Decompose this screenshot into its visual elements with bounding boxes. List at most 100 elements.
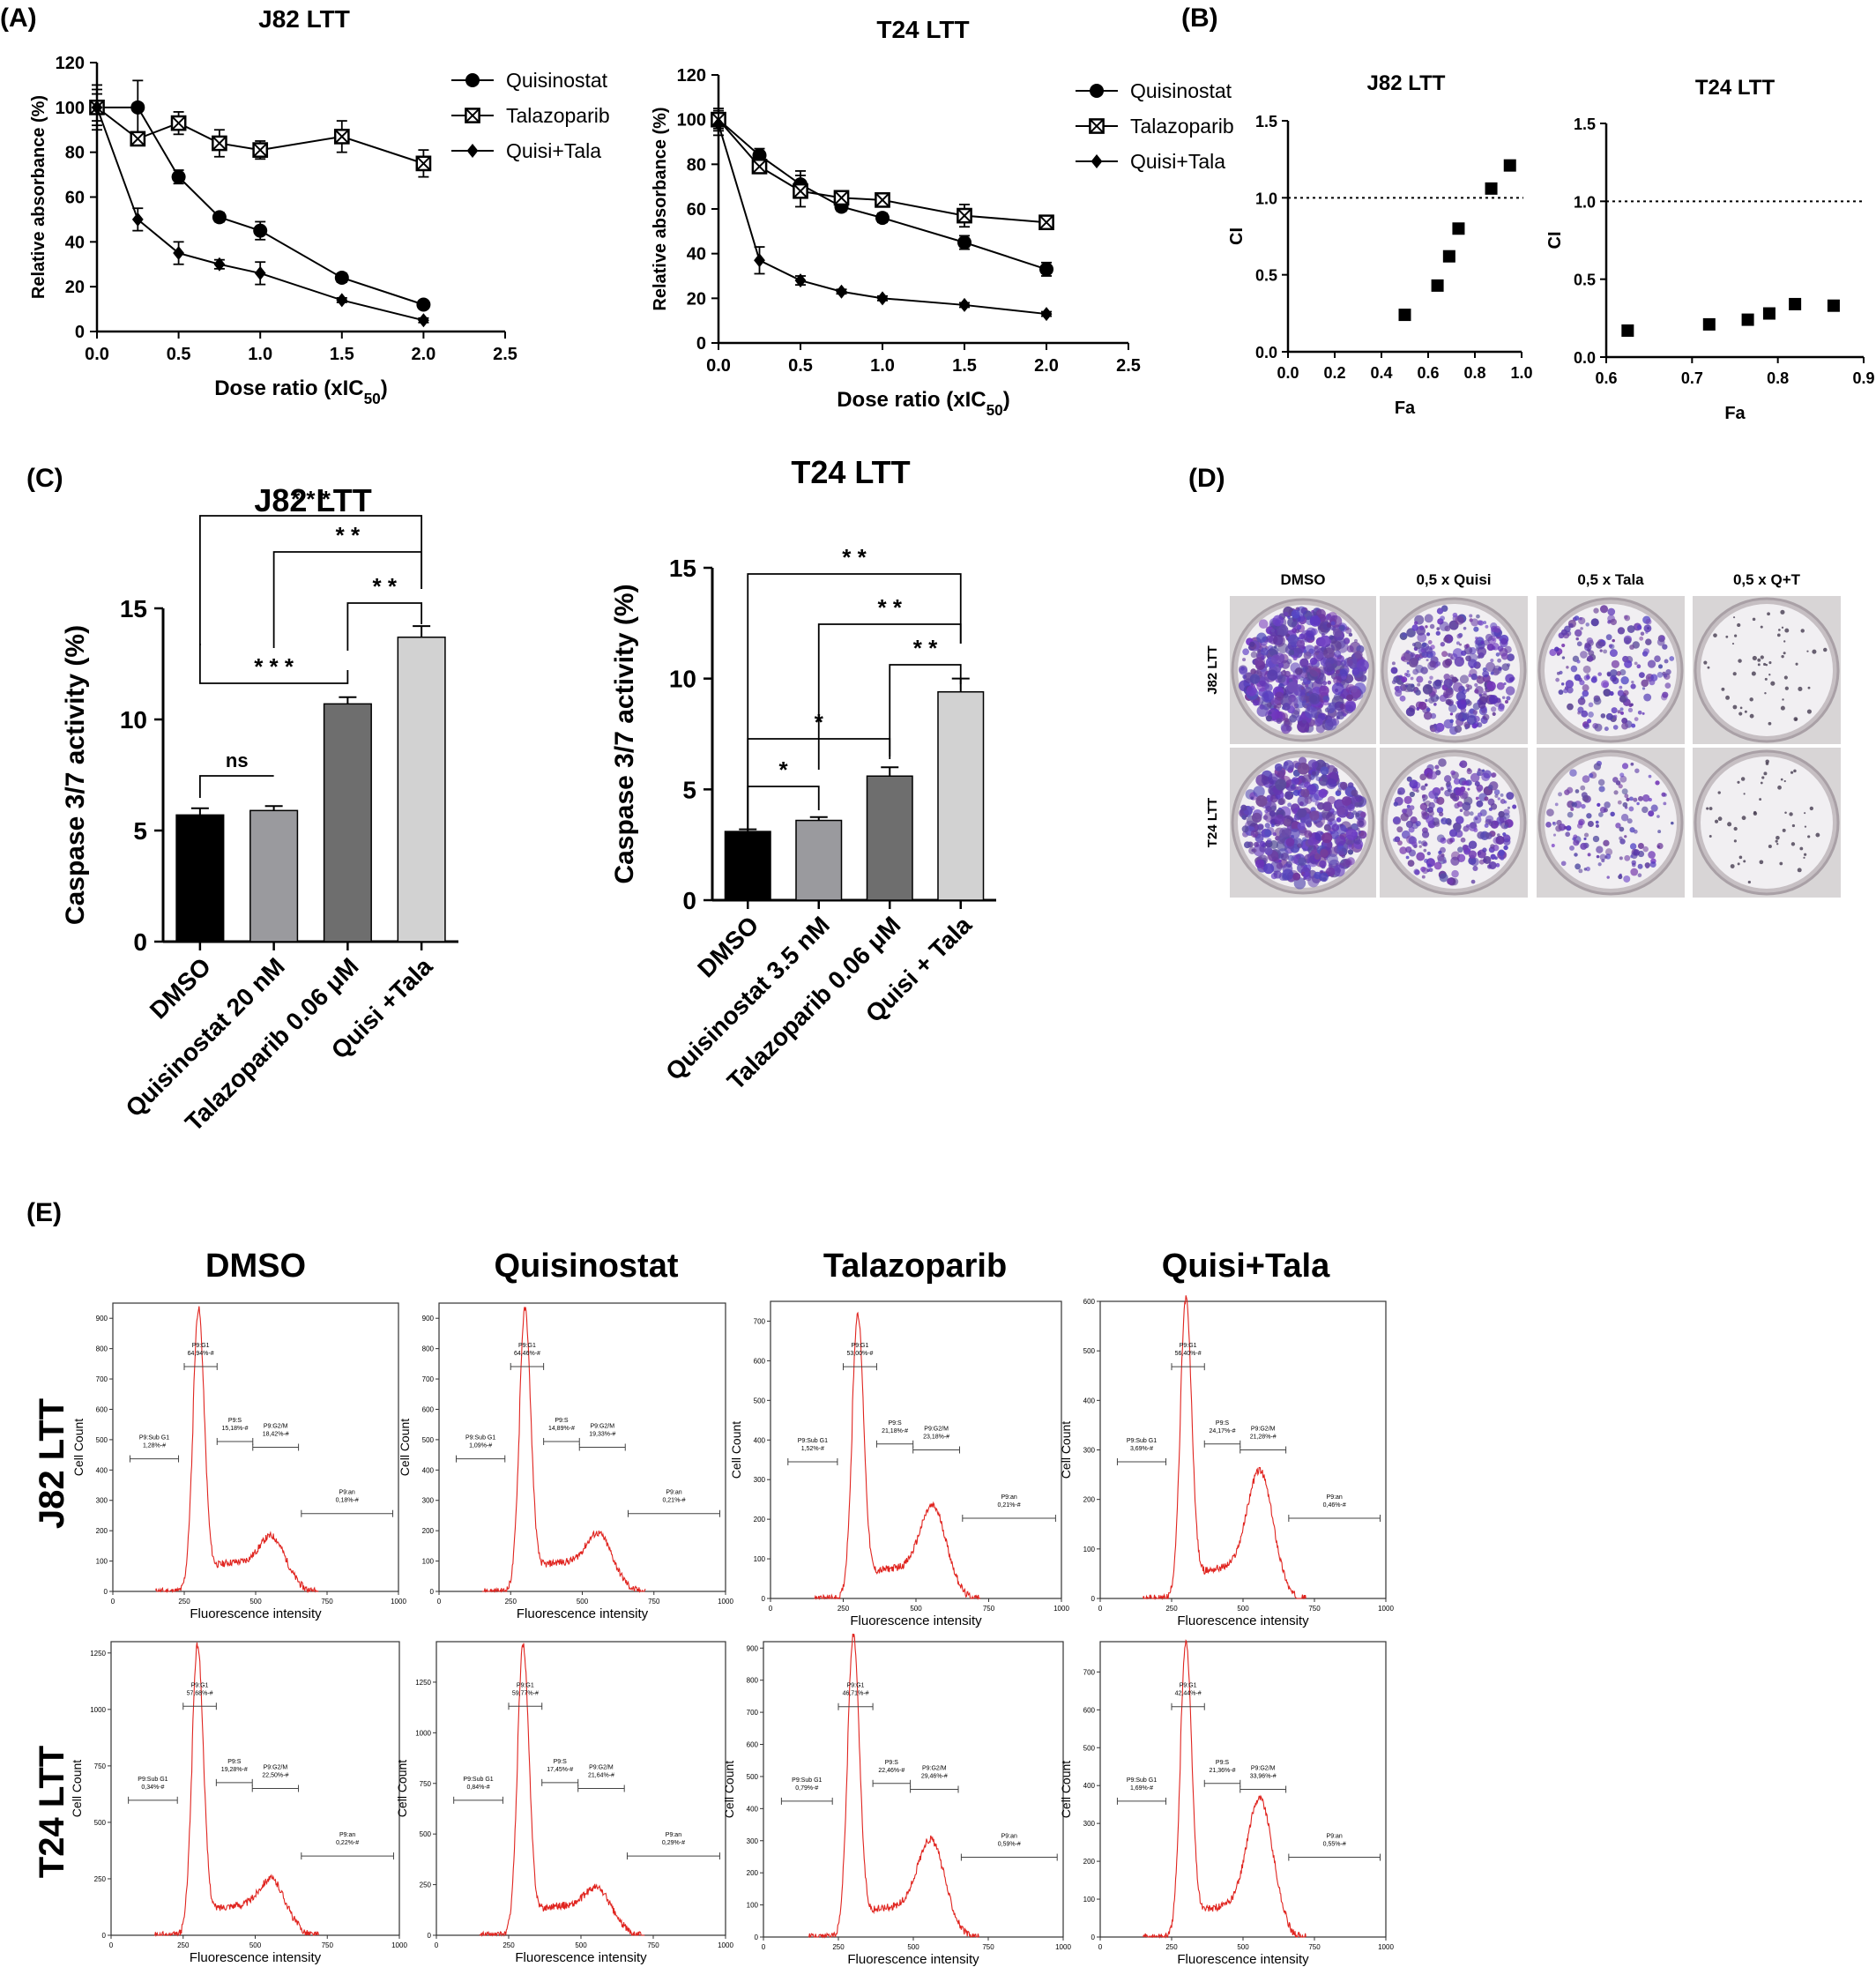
colony — [1472, 865, 1478, 872]
colony — [1319, 860, 1327, 868]
colony — [1288, 697, 1299, 706]
colony — [1393, 816, 1401, 824]
colony — [1619, 695, 1627, 703]
legend-marker-x2 — [1089, 118, 1105, 134]
colony — [1305, 705, 1318, 719]
y-tick-label: 300 — [422, 1497, 435, 1505]
histogram-trace — [154, 1642, 319, 1938]
row-title: J82 LTT — [33, 1398, 71, 1529]
colony — [1322, 699, 1329, 706]
colony — [1752, 617, 1756, 622]
colony — [1308, 692, 1321, 705]
colony — [1249, 674, 1261, 684]
colony — [1270, 628, 1276, 633]
colony — [1421, 831, 1430, 838]
colony — [1433, 821, 1440, 827]
colony — [1606, 875, 1610, 879]
y-tick-label: 700 — [1083, 1668, 1096, 1676]
gate-label: P9:Sub G1 — [1127, 1438, 1157, 1444]
colony — [1255, 794, 1268, 808]
colony — [1737, 622, 1741, 628]
colony — [1345, 828, 1358, 841]
y-tick-label: 1.0 — [1574, 193, 1596, 211]
histogram-trace — [814, 1311, 981, 1601]
colony — [1253, 786, 1265, 798]
histogram-plot: 0 250 500 750 1000 0 100 200 300 400 500 600 700 800 9… — [722, 1633, 1071, 1967]
colony — [1280, 853, 1290, 861]
colony — [1485, 624, 1489, 629]
colony — [1246, 685, 1257, 697]
colony — [1302, 848, 1306, 852]
colony — [1254, 657, 1263, 667]
colony — [1256, 705, 1269, 717]
x-tick-label: 0.5 — [167, 345, 191, 364]
colony — [1576, 641, 1582, 647]
colony — [1242, 648, 1249, 656]
colony — [1496, 682, 1505, 690]
colony — [1473, 828, 1478, 833]
colony — [1630, 868, 1639, 876]
colony — [1621, 763, 1629, 770]
colony — [1597, 672, 1602, 676]
colony — [1425, 625, 1428, 629]
gate-label: P9:G2/M — [1251, 1766, 1276, 1772]
colony — [1457, 846, 1463, 853]
colony — [1507, 806, 1510, 809]
colony — [1624, 835, 1627, 838]
gate-label: P9:S — [227, 1759, 242, 1765]
x-tick-label: 250 — [838, 1605, 850, 1613]
chart-b-t24-combination-index: T24 LTT 0.6 0.7 0.8 0.9 0.0 0.5 1.0 1.5 Fa CI — [1545, 76, 1875, 423]
data-point — [754, 253, 765, 268]
colony — [1588, 772, 1594, 779]
legend-label: Talazoparib — [506, 104, 610, 127]
colony — [1616, 670, 1621, 676]
chart-c-t24-caspase: T24 LTT 0 5 10 15 Caspase 3/7 activity (%) DMS… — [610, 454, 996, 1095]
colony — [1292, 619, 1296, 622]
data-point — [836, 284, 847, 299]
colony — [1254, 841, 1259, 847]
colony — [1739, 706, 1743, 710]
colony — [1634, 661, 1638, 666]
colony — [1436, 807, 1444, 814]
colony — [1454, 796, 1458, 801]
colony — [1642, 712, 1645, 715]
colony — [1583, 723, 1590, 730]
data-point-x2 — [171, 115, 186, 130]
colony — [1477, 722, 1483, 728]
colony — [1426, 851, 1431, 856]
colony — [1585, 622, 1589, 627]
gate-label: P9:G1 — [192, 1343, 210, 1349]
colony — [1764, 691, 1767, 695]
gate-label: P9:Sub G1 — [138, 1777, 168, 1783]
colony — [1617, 689, 1625, 697]
colony — [1338, 625, 1345, 631]
colony — [1555, 824, 1562, 832]
colony — [1306, 703, 1309, 706]
colony — [1656, 672, 1664, 678]
colony — [1436, 796, 1445, 805]
gate-label: P9:G2/M — [589, 1765, 614, 1771]
plate-row-label: J82 LTT — [1205, 645, 1220, 695]
gate-label: P9:S — [228, 1418, 242, 1424]
gate-label: P9:G1 — [1180, 1343, 1197, 1349]
legend-marker — [466, 144, 479, 158]
y-tick-label: 750 — [420, 1780, 432, 1788]
colony — [1278, 807, 1282, 811]
colony — [1815, 832, 1820, 838]
colony — [1565, 680, 1574, 689]
data-point — [1485, 182, 1498, 195]
colony — [1336, 817, 1342, 823]
colony — [1596, 846, 1604, 853]
colony — [1782, 828, 1786, 832]
colony — [1397, 790, 1402, 795]
gate-label: 1,09%-# — [469, 1443, 492, 1449]
colony — [1639, 636, 1644, 641]
plate-column-label: 0,5 x Quisi — [1416, 571, 1491, 588]
colony — [1619, 826, 1625, 832]
colony — [1325, 867, 1336, 876]
colony — [1424, 614, 1433, 623]
gate-label: P9:G2/M — [264, 1765, 288, 1771]
colony — [1304, 830, 1313, 838]
y-tick-label: 0.0 — [1255, 344, 1277, 361]
colony — [1299, 658, 1309, 667]
